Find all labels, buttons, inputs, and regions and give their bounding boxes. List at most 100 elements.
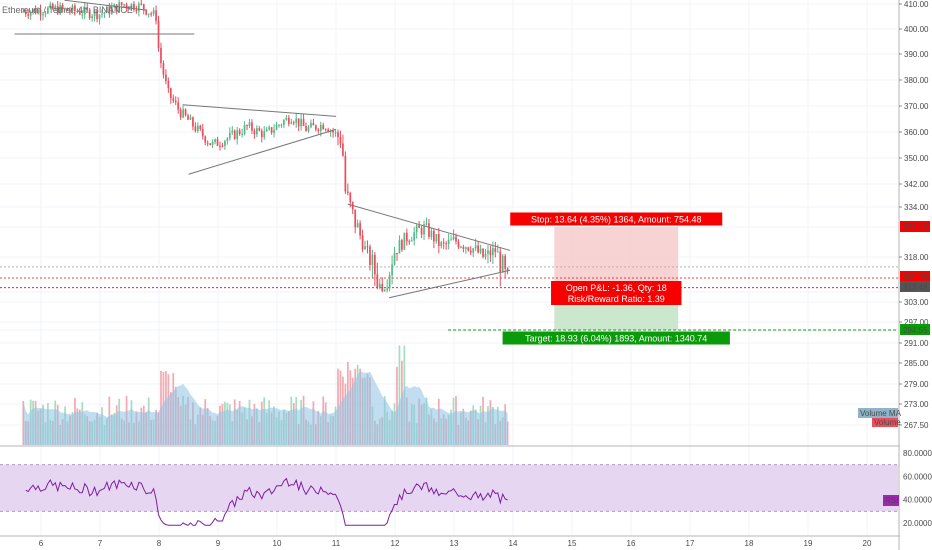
candle-body: [260, 130, 263, 138]
candle-body: [231, 130, 234, 133]
trendline-3[interactable]: [188, 128, 337, 175]
price-tick-label-9: 318.00: [904, 253, 929, 262]
candle-body: [103, 12, 106, 14]
candle-body: [450, 239, 452, 241]
candle-body: [275, 124, 278, 130]
candle-body: [115, 4, 118, 12]
price-tick-label-16: 267.50: [904, 421, 929, 430]
candle-body: [98, 14, 101, 20]
candle-body: [366, 246, 369, 248]
candle-body: [305, 126, 307, 132]
date-tick-9: 9: [216, 539, 221, 548]
candle-body: [324, 129, 327, 131]
price-marker-4: [900, 324, 930, 335]
candle-body: [420, 227, 423, 235]
target-label-text-0: Target: 18.93 (6.04%) 1893, Amount: 1340…: [525, 334, 707, 344]
date-tick-13: 13: [450, 539, 459, 548]
date-tick-15: 15: [568, 539, 577, 548]
candle-body: [356, 223, 359, 228]
stop-label-box: [510, 212, 723, 226]
date-tick-10: 10: [273, 539, 282, 548]
candle-body: [297, 118, 300, 127]
candle-body: [447, 239, 450, 245]
candle-body: [332, 130, 334, 133]
date-tick-19: 19: [804, 539, 813, 548]
candle-body: [56, 6, 59, 14]
candle-body: [167, 81, 170, 89]
candle-body: [177, 102, 180, 110]
candle-body: [214, 139, 216, 143]
price-lines: [0, 266, 898, 331]
candle-body: [482, 248, 484, 257]
candle-body: [437, 234, 440, 247]
candle-body: [71, 5, 74, 12]
candle-body: [391, 264, 393, 276]
candle-body: [504, 255, 507, 269]
candle-body: [251, 122, 253, 131]
date-tick-6: 6: [39, 539, 44, 548]
price-tick-label-12: 291.00: [904, 339, 929, 348]
candle-body: [376, 274, 379, 288]
candle-body: [290, 122, 293, 124]
candle-body: [371, 254, 374, 266]
candle-body: [403, 232, 406, 250]
candle-body: [364, 246, 366, 250]
position-tool[interactable]: [554, 227, 679, 330]
candle-body: [228, 132, 231, 139]
candle-body: [140, 3, 143, 5]
price-tick-label-6: 350.00: [904, 154, 929, 163]
candle-body: [135, 9, 138, 12]
trendline-5[interactable]: [388, 269, 511, 299]
candle-body: [487, 250, 489, 254]
candle-body: [101, 13, 103, 15]
volume-bar: [506, 421, 509, 445]
volume-label: Volume: [874, 418, 901, 427]
rsi-band: [0, 464, 898, 512]
price-tick-label-13: 285.00: [904, 359, 929, 368]
trendlines[interactable]: [14, 0, 511, 299]
candle-body: [51, 4, 54, 9]
candle-body: [405, 232, 408, 242]
trendline-4[interactable]: [347, 203, 511, 251]
candle-body: [344, 155, 347, 192]
date-tick-20: 20: [863, 539, 872, 548]
candle-body: [130, 3, 133, 9]
candle-body: [369, 246, 371, 266]
candle-body: [61, 4, 64, 9]
stop-zone[interactable]: [554, 227, 679, 287]
candle-body: [398, 240, 401, 254]
candle-body: [209, 143, 212, 145]
candle-body: [184, 109, 187, 116]
volume-bar: [337, 368, 339, 445]
chart-title: Ethereum / Tether, 4h, BINANCE: [2, 5, 133, 15]
candle-body: [302, 118, 305, 127]
candle-body: [221, 145, 224, 147]
trendline-1[interactable]: [64, 0, 148, 11]
candle-body: [408, 241, 411, 243]
rsi-pane: [0, 464, 898, 526]
candle-body: [123, 4, 125, 6]
trendline-2[interactable]: [182, 104, 337, 117]
candle-body: [361, 235, 364, 250]
candle-body: [393, 252, 396, 265]
price-tick-label-8: 334.00: [904, 203, 929, 212]
candle-body: [187, 115, 189, 120]
candle-body: [285, 117, 288, 121]
candle-body: [283, 120, 285, 125]
candle-body: [155, 10, 157, 21]
price-marker-label-3: 313.48: [903, 283, 928, 292]
date-tick-11: 11: [332, 539, 341, 548]
candle-body: [133, 3, 135, 10]
date-tick-8: 8: [157, 539, 162, 548]
volume-bar: [398, 345, 401, 445]
candle-body: [489, 250, 492, 256]
candle-body: [110, 7, 113, 14]
candle-body: [307, 127, 310, 132]
pnl-label-text-1: Risk/Reward Ratio: 1.39: [568, 294, 665, 304]
candle-body: [258, 128, 261, 131]
candle-body: [246, 125, 248, 127]
candle-body: [201, 129, 204, 137]
